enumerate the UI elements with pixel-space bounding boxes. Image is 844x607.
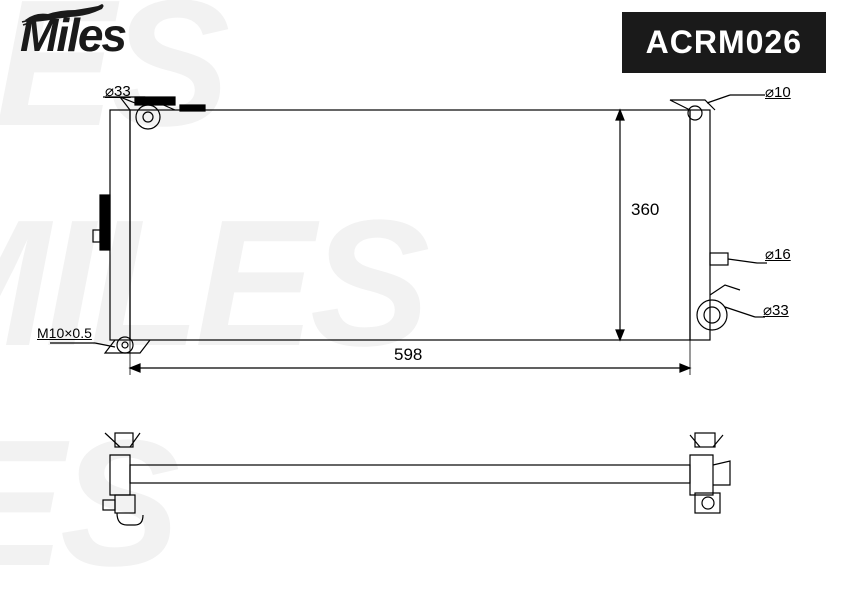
callout-thread: M10×0.5	[37, 325, 92, 341]
callout-d16: ⌀16	[765, 245, 791, 263]
technical-drawing: 598 360 ⌀33 ⌀10 ⌀16 ⌀33 M10×0.5	[45, 85, 805, 565]
brand-logo: Miles	[20, 8, 125, 62]
callout-d33-topleft: ⌀33	[105, 82, 131, 100]
dimension-width: 598	[390, 345, 426, 365]
dimension-height: 360	[627, 200, 663, 220]
part-number-badge: ACRM026	[622, 12, 826, 73]
callout-d33-right: ⌀33	[763, 301, 789, 319]
callout-d10: ⌀10	[765, 83, 791, 101]
greyhound-icon	[20, 0, 110, 30]
